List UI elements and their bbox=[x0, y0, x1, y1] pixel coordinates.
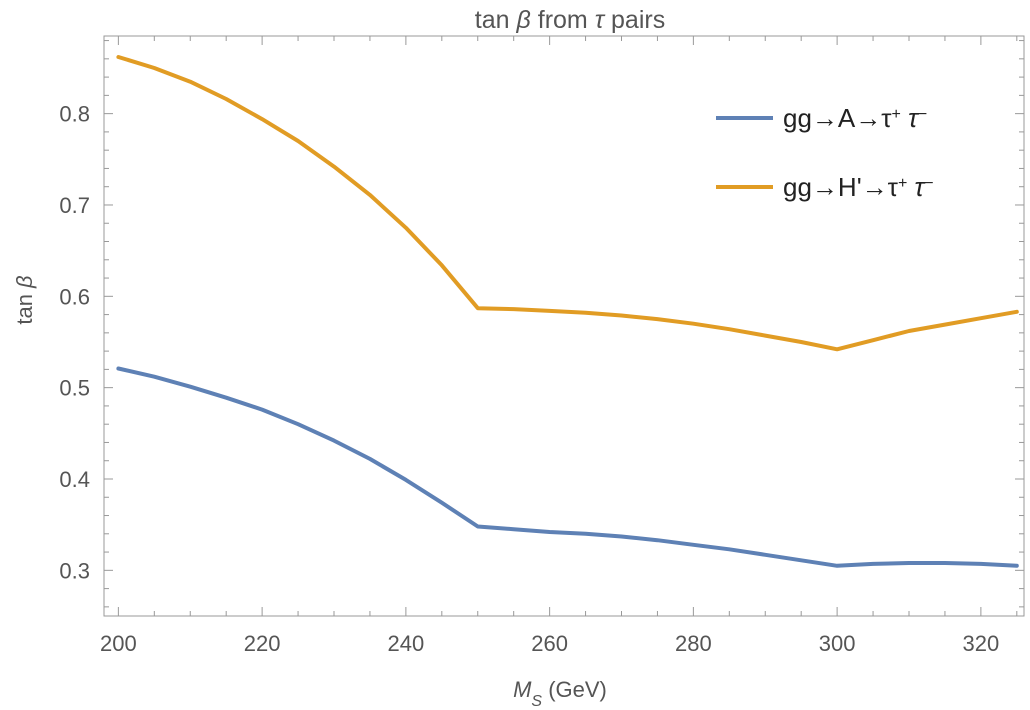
plot-frame bbox=[103, 35, 1025, 617]
series-layer bbox=[116, 55, 1019, 568]
y-tick-label: 0.3 bbox=[59, 558, 90, 583]
legend-label-h: gg→H'→τ+ τ− bbox=[783, 172, 934, 202]
legend-label-a: gg→A→τ+ τ− bbox=[783, 103, 927, 133]
y-tick-label: 0.7 bbox=[59, 193, 90, 218]
y-tick-label: 0.8 bbox=[59, 102, 90, 127]
x-tick-label: 260 bbox=[531, 631, 568, 656]
x-tick-label: 240 bbox=[388, 631, 425, 656]
axis-ticks bbox=[104, 36, 1024, 616]
y-tick-label: 0.4 bbox=[59, 467, 90, 492]
legend: gg→A→τ+ τ− gg→H'→τ+ τ− bbox=[716, 103, 934, 202]
x-tick-label: 320 bbox=[963, 631, 1000, 656]
chart-title: tan β from τ pairs bbox=[475, 6, 665, 34]
y-tick-label: 0.6 bbox=[59, 284, 90, 309]
x-tick-labels: 200 220 240 260 280 300 320 bbox=[100, 631, 999, 656]
y-axis-title: tan β bbox=[12, 275, 37, 325]
y-tick-label: 0.5 bbox=[59, 376, 90, 401]
x-tick-label: 220 bbox=[244, 631, 281, 656]
x-tick-label: 300 bbox=[819, 631, 856, 656]
x-tick-label: 200 bbox=[100, 631, 137, 656]
series-line-h bbox=[116, 55, 1019, 352]
x-tick-label: 280 bbox=[675, 631, 712, 656]
y-tick-labels: 0.3 0.4 0.5 0.6 0.7 0.8 bbox=[59, 102, 90, 584]
series-line-a bbox=[116, 366, 1019, 568]
x-axis-title: MS (GeV) bbox=[513, 677, 607, 710]
